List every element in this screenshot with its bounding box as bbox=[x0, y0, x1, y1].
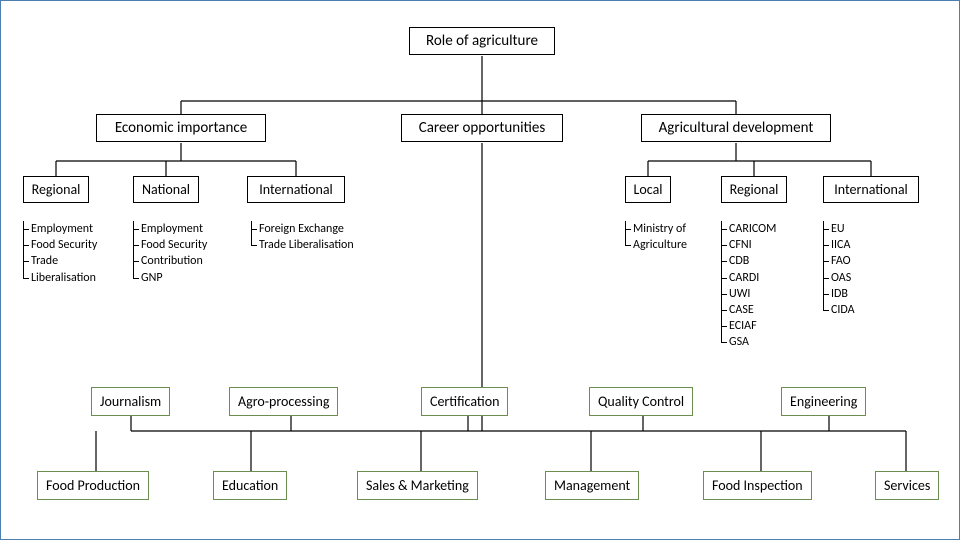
career-sales-marketing: Sales & Marketing bbox=[357, 471, 478, 500]
career-journalism: Journalism bbox=[91, 387, 170, 416]
econ-international: International bbox=[247, 176, 345, 203]
career-agroprocessing: Agro-processing bbox=[229, 387, 338, 416]
branch-agri-dev: Agricultural development bbox=[641, 114, 831, 142]
econ-regional: Regional bbox=[23, 176, 89, 203]
career-food-production: Food Production bbox=[37, 471, 149, 500]
career-food-inspection: Food Inspection bbox=[703, 471, 812, 500]
agri-regional: Regional bbox=[721, 176, 787, 203]
agri-international: International bbox=[823, 176, 919, 203]
econ-international-items: Foreign Exchange Trade Liberalisation bbox=[259, 221, 354, 253]
career-management: Management bbox=[545, 471, 639, 500]
career-services: Services bbox=[875, 471, 939, 500]
career-certification: Certification bbox=[421, 387, 508, 416]
agri-local-items: Ministry of Agriculture bbox=[633, 221, 687, 253]
career-engineering: Engineering bbox=[781, 387, 866, 416]
econ-regional-items: Employment Food Security Trade Liberalis… bbox=[31, 221, 97, 286]
agri-local: Local bbox=[625, 176, 671, 203]
agri-regional-items: CARICOM CFNI CDB CARDI UWI CASE ECIAF GS… bbox=[729, 221, 776, 351]
econ-national: National bbox=[133, 176, 199, 203]
career-education: Education bbox=[213, 471, 287, 500]
agri-international-items: EU IICA FAO OAS IDB CIDA bbox=[831, 221, 855, 318]
econ-national-items: Employment Food Security Contribution GN… bbox=[141, 221, 207, 286]
root-node: Role of agriculture bbox=[409, 27, 555, 55]
branch-economic: Economic importance bbox=[96, 114, 266, 142]
branch-career: Career opportunities bbox=[401, 114, 563, 142]
career-quality-control: Quality Control bbox=[589, 387, 693, 416]
